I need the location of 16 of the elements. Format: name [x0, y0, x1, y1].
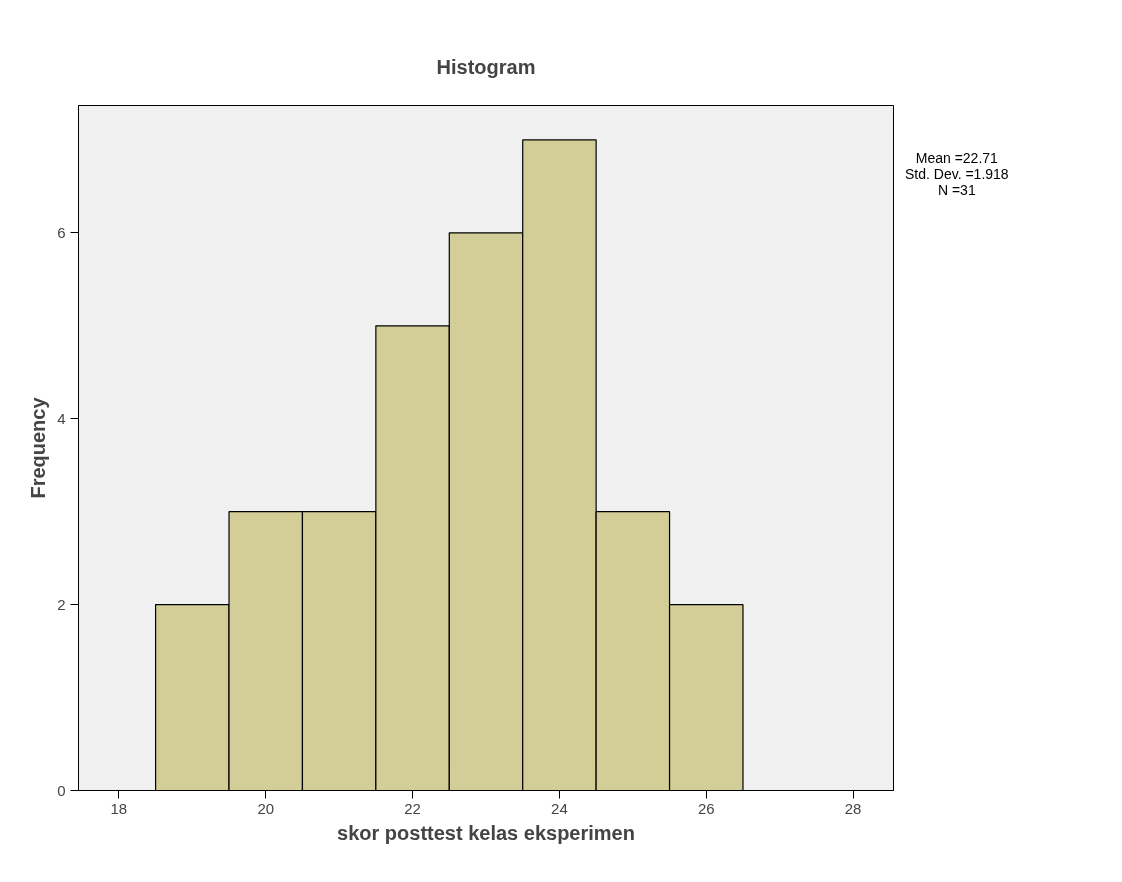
y-tick-label: 2 [57, 595, 66, 613]
y-tick-label: 0 [57, 781, 66, 799]
x-axis-title: skor posttest kelas eksperimen [337, 821, 635, 844]
x-tick-label: 28 [844, 799, 862, 817]
y-tick-label: 4 [57, 409, 66, 427]
x-tick-label: 24 [551, 799, 568, 817]
chart-title: Histogram [436, 56, 536, 78]
text: Std. Dev. =1.918 [905, 166, 1009, 182]
y-axis-title: Frequency [27, 396, 50, 499]
x-tick-label: 18 [110, 799, 128, 817]
y-tick-label: 6 [57, 223, 66, 241]
x-tick-label: 20 [257, 799, 275, 817]
text: N =31 [936, 182, 977, 198]
text: Mean =22.71 [914, 150, 999, 166]
x-tick-label: 26 [697, 799, 715, 817]
x-tick-label: 22 [404, 799, 421, 817]
